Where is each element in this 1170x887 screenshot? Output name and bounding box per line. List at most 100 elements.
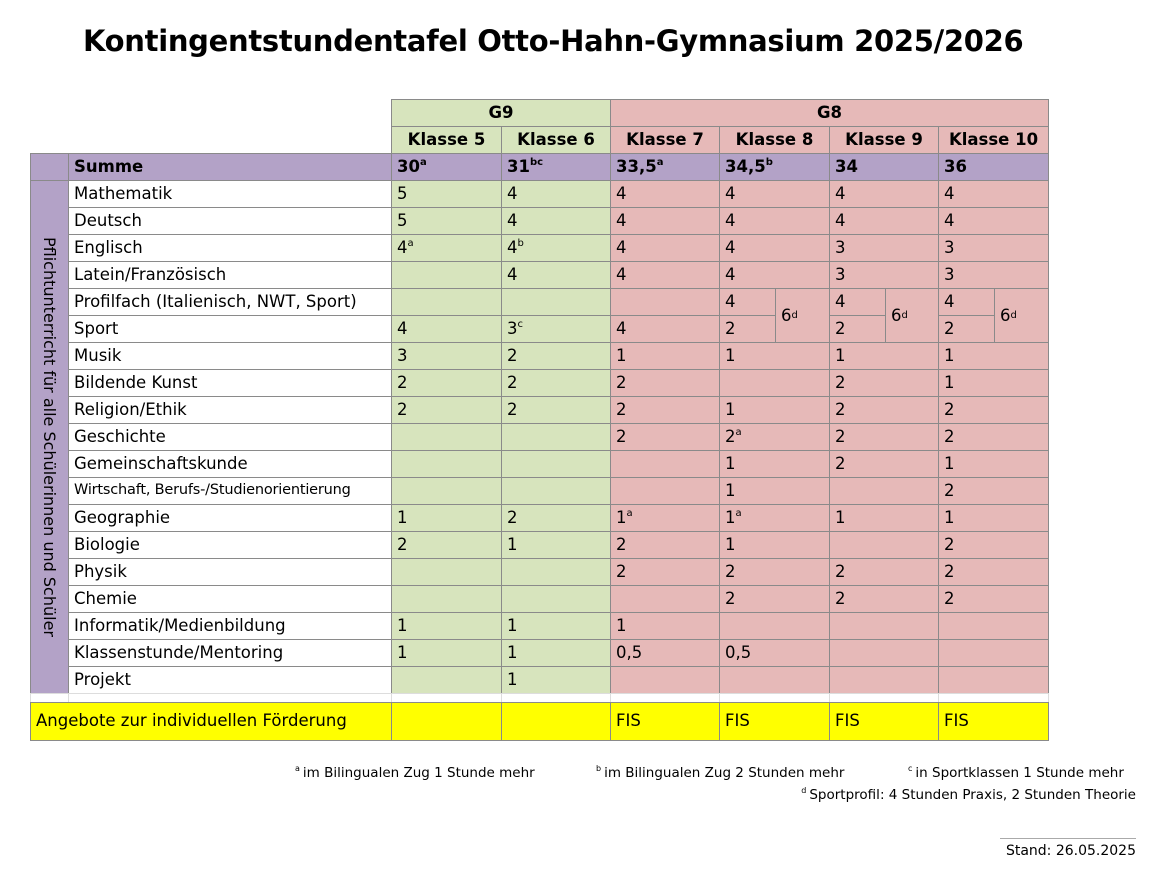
subject-cell: 5 xyxy=(391,207,502,235)
subject-name: Informatik/Medienbildung xyxy=(68,612,392,640)
subject-cell: 1 xyxy=(610,612,720,640)
subject-cell: 4 xyxy=(501,180,611,208)
class-header: Klasse 10 xyxy=(938,126,1049,154)
summe-cell: 34 xyxy=(829,153,939,181)
subject-name: Geschichte xyxy=(68,423,392,451)
footnote-text: im Bilingualen Zug 2 Stunden mehr xyxy=(604,765,845,781)
class-header: Klasse 7 xyxy=(610,126,720,154)
subject-cell: 3c xyxy=(501,315,611,343)
subject-cell: 4 xyxy=(391,315,502,343)
footnote-mark: a xyxy=(735,508,742,519)
cell-text: 4 xyxy=(507,238,518,257)
subject-name: Wirtschaft, Berufs-/Studienorientierung xyxy=(68,477,392,505)
subject-cell xyxy=(391,477,502,505)
footnote-mark: bc xyxy=(529,157,544,168)
footnote-mark: a xyxy=(407,238,414,249)
subject-cell: 2 xyxy=(829,369,939,397)
summe-cell: 36 xyxy=(938,153,1049,181)
subject-cell xyxy=(610,477,720,505)
footnote: a im Bilingualen Zug 1 Stunde mehr xyxy=(295,764,535,782)
summe-spacer xyxy=(30,153,69,181)
subject-cell xyxy=(719,369,830,397)
subject-cell: 2 xyxy=(719,315,776,343)
footnote-mark: c xyxy=(517,319,524,330)
subject-name: Sport xyxy=(68,315,392,343)
summe-cell: 31bc xyxy=(501,153,611,181)
subject-cell: 0,5 xyxy=(719,639,830,667)
cell-text: 4 xyxy=(397,238,408,257)
subject-cell: 4 xyxy=(719,180,830,208)
subject-cell: 4 xyxy=(829,288,886,316)
subject-cell xyxy=(501,288,611,316)
cell-text: 3 xyxy=(507,319,518,338)
subject-cell: 2 xyxy=(938,477,1049,505)
subject-cell: 1 xyxy=(501,612,611,640)
subject-name: Gemeinschaftskunde xyxy=(68,450,392,478)
subject-cell: 2 xyxy=(501,369,611,397)
subject-cell xyxy=(501,558,611,586)
subject-cell: 2 xyxy=(829,585,939,613)
stand-date: Stand: 26.05.2025 xyxy=(1000,838,1136,859)
subject-cell xyxy=(719,666,830,694)
subject-cell: 2 xyxy=(501,396,611,424)
footnote: c in Sportklassen 1 Stunde mehr xyxy=(908,765,1124,782)
subject-cell xyxy=(391,450,502,478)
subject-cell: 1 xyxy=(719,342,830,370)
subject-cell: 1a xyxy=(610,504,720,532)
subject-cell: 0,5 xyxy=(610,639,720,667)
subject-cell xyxy=(501,423,611,451)
offer-label: Angebote zur individuellen Förderung xyxy=(30,702,392,741)
subject-cell: 2 xyxy=(938,315,995,343)
subject-cell: 2 xyxy=(719,585,830,613)
subject-cell xyxy=(391,288,502,316)
subject-name: Profilfach (Italienisch, NWT, Sport) xyxy=(68,288,392,316)
subject-name: Projekt xyxy=(68,666,392,694)
class-header: Klasse 6 xyxy=(501,126,611,154)
subject-cell: 4 xyxy=(610,261,720,289)
subject-cell: 4 xyxy=(610,234,720,262)
subject-cell xyxy=(938,666,1049,694)
subject-cell: 1 xyxy=(391,639,502,667)
subject-name: Biologie xyxy=(68,531,392,559)
footnote: b im Bilingualen Zug 2 Stunden mehr xyxy=(596,765,845,782)
subject-cell: 1 xyxy=(719,477,830,505)
class-header: Klasse 5 xyxy=(391,126,502,154)
subject-cell: 4 xyxy=(719,261,830,289)
subject-cell xyxy=(610,288,720,316)
summe-cell: 33,5a xyxy=(610,153,720,181)
subject-cell: 2 xyxy=(610,423,720,451)
cell-text: 30 xyxy=(397,157,420,176)
footnote-mark: a xyxy=(735,427,742,438)
subject-name: Religion/Ethik xyxy=(68,396,392,424)
footnote-mark: d xyxy=(801,786,807,795)
subject-cell: 3 xyxy=(829,234,939,262)
group-header: G8 xyxy=(610,99,1049,127)
subject-cell: 1 xyxy=(829,342,939,370)
offer-cell: FIS xyxy=(719,702,830,741)
footnote-mark: a xyxy=(295,764,300,773)
subject-cell: 1 xyxy=(719,450,830,478)
class-header: Klasse 8 xyxy=(719,126,830,154)
subject-name: Klassenstunde/Mentoring xyxy=(68,639,392,667)
subject-cell: 2 xyxy=(829,423,939,451)
footnote-mark: a xyxy=(419,157,427,168)
subject-name: Musik xyxy=(68,342,392,370)
subject-cell xyxy=(829,639,939,667)
subject-cell xyxy=(829,666,939,694)
subject-cell: 4 xyxy=(938,180,1049,208)
cell-text: 1 xyxy=(616,508,627,527)
subject-cell: 2 xyxy=(501,342,611,370)
subject-cell: 2 xyxy=(829,450,939,478)
summe-cell: 34,5b xyxy=(719,153,830,181)
subject-cell: 4 xyxy=(829,207,939,235)
subject-name: Geographie xyxy=(68,504,392,532)
subject-cell: 4 xyxy=(719,288,776,316)
subject-cell: 3 xyxy=(938,261,1049,289)
class-header: Klasse 9 xyxy=(829,126,939,154)
offer-cell: FIS xyxy=(610,702,720,741)
subject-cell: 2 xyxy=(610,396,720,424)
subject-cell: 1 xyxy=(391,504,502,532)
subject-cell xyxy=(610,585,720,613)
subject-cell xyxy=(829,612,939,640)
subject-cell: 4 xyxy=(610,315,720,343)
